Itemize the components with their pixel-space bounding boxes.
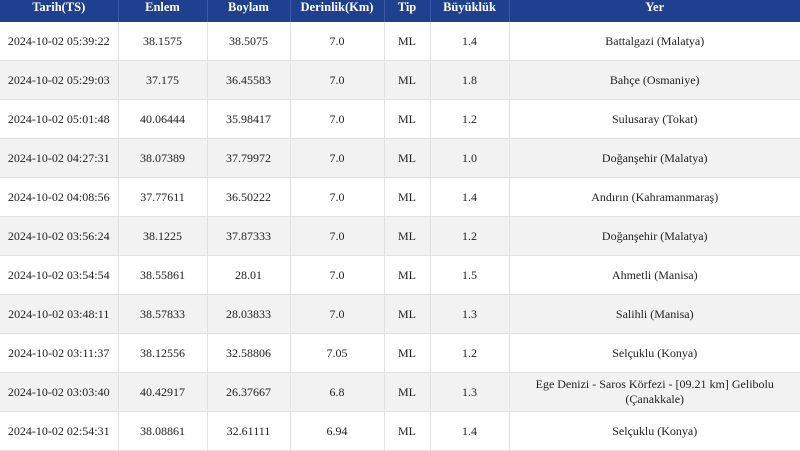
- date-cell: 2024-10-02 02:54:31: [0, 411, 119, 451]
- type-cell: ML: [384, 99, 431, 139]
- type-cell: ML: [384, 255, 431, 295]
- type-cell: ML: [384, 22, 431, 61]
- type-cell: ML: [384, 333, 431, 373]
- latitude-cell: 40.06444: [118, 99, 208, 139]
- latitude-cell: 38.1225: [118, 216, 208, 256]
- longitude-cell: 37.87333: [207, 216, 291, 256]
- location-cell: Salihli (Manisa): [509, 294, 800, 334]
- magnitude-cell: 1.2: [430, 216, 510, 256]
- depth-cell: 7.0: [290, 138, 385, 178]
- longitude-cell: 32.58806: [207, 333, 291, 373]
- location-cell: Doğanşehir (Malatya): [509, 138, 800, 178]
- column-header-boylam[interactable]: Boylam: [207, 0, 291, 22]
- magnitude-cell: 1.2: [430, 333, 510, 373]
- date-cell: 2024-10-02 04:27:31: [0, 138, 119, 178]
- longitude-cell: 32.61111: [207, 411, 291, 451]
- location-cell: Ege Denizi - Saros Körfezi - [09.21 km] …: [509, 372, 800, 412]
- table-row[interactable]: 2024-10-02 03:11:37 38.12556 32.58806 7.05 M…: [0, 333, 800, 373]
- date-cell: 2024-10-02 03:03:40: [0, 372, 119, 412]
- location-cell: Bahçe (Osmaniye): [509, 60, 800, 100]
- location-cell: Selçuklu (Konya): [509, 333, 800, 373]
- type-cell: ML: [384, 372, 431, 412]
- type-cell: ML: [384, 411, 431, 451]
- date-cell: 2024-10-02 04:08:56: [0, 177, 119, 217]
- longitude-cell: 37.79972: [207, 138, 291, 178]
- table-header-row: Tarih(TS) Enlem Boylam Derinlik(Km) Tip …: [0, 0, 800, 22]
- table-row[interactable]: 2024-10-02 03:56:24 38.1225 37.87333 7.0 ML 1…: [0, 216, 800, 256]
- column-header-yer[interactable]: Yer: [509, 0, 800, 22]
- latitude-cell: 38.12556: [118, 333, 208, 373]
- location-cell: Doğanşehir (Malatya): [509, 216, 800, 256]
- column-header-tip[interactable]: Tip: [384, 0, 431, 22]
- magnitude-cell: 1.3: [430, 372, 510, 412]
- depth-cell: 7.0: [290, 294, 385, 334]
- date-cell: 2024-10-02 05:29:03: [0, 60, 119, 100]
- date-cell: 2024-10-02 03:11:37: [0, 333, 119, 373]
- magnitude-cell: 1.4: [430, 177, 510, 217]
- depth-cell: 7.0: [290, 22, 385, 61]
- table-row[interactable]: 2024-10-02 05:01:48 40.06444 35.98417 7.0 ML…: [0, 99, 800, 139]
- location-cell: Battalgazi (Malatya): [509, 22, 800, 61]
- type-cell: ML: [384, 60, 431, 100]
- date-cell: 2024-10-02 03:56:24: [0, 216, 119, 256]
- depth-cell: 7.0: [290, 255, 385, 295]
- table-row[interactable]: 2024-10-02 05:29:03 37.175 36.45583 7.0 ML 1.…: [0, 60, 800, 100]
- longitude-cell: 28.03833: [207, 294, 291, 334]
- table-row[interactable]: 2024-10-02 04:27:31 38.07389 37.79972 7.0 ML…: [0, 138, 800, 178]
- date-cell: 2024-10-02 05:39:22: [0, 22, 119, 61]
- type-cell: ML: [384, 177, 431, 217]
- type-cell: ML: [384, 216, 431, 256]
- column-header-buyukluk[interactable]: Büyüklük: [430, 0, 510, 22]
- magnitude-cell: 1.4: [430, 411, 510, 451]
- depth-cell: 7.0: [290, 177, 385, 217]
- latitude-cell: 37.77611: [118, 177, 208, 217]
- longitude-cell: 36.50222: [207, 177, 291, 217]
- magnitude-cell: 1.2: [430, 99, 510, 139]
- latitude-cell: 38.07389: [118, 138, 208, 178]
- table-row[interactable]: 2024-10-02 03:54:54 38.55861 28.01 7.0 ML 1.5…: [0, 255, 800, 295]
- latitude-cell: 38.1575: [118, 22, 208, 61]
- depth-cell: 7.05: [290, 333, 385, 373]
- latitude-cell: 38.08861: [118, 411, 208, 451]
- longitude-cell: 38.5075: [207, 22, 291, 61]
- table-row[interactable]: 2024-10-02 03:03:40 40.42917 26.37667 6.8 ML…: [0, 372, 800, 412]
- column-header-enlem[interactable]: Enlem: [118, 0, 208, 22]
- date-cell: 2024-10-02 03:54:54: [0, 255, 119, 295]
- longitude-cell: 28.01: [207, 255, 291, 295]
- latitude-cell: 37.175: [118, 60, 208, 100]
- depth-cell: 7.0: [290, 99, 385, 139]
- depth-cell: 7.0: [290, 60, 385, 100]
- column-header-tarih[interactable]: Tarih(TS): [0, 0, 119, 22]
- depth-cell: 7.0: [290, 216, 385, 256]
- location-cell: Selçuklu (Konya): [509, 411, 800, 451]
- depth-cell: 6.8: [290, 372, 385, 412]
- location-cell: Ahmetli (Manisa): [509, 255, 800, 295]
- depth-cell: 6.94: [290, 411, 385, 451]
- latitude-cell: 38.57833: [118, 294, 208, 334]
- type-cell: ML: [384, 138, 431, 178]
- location-cell: Andırın (Kahramanmaraş): [509, 177, 800, 217]
- magnitude-cell: 1.5: [430, 255, 510, 295]
- magnitude-cell: 1.4: [430, 22, 510, 61]
- table-row[interactable]: 2024-10-02 04:08:56 37.77611 36.50222 7.0 ML…: [0, 177, 800, 217]
- longitude-cell: 26.37667: [207, 372, 291, 412]
- table-row[interactable]: 2024-10-02 05:39:22 38.1575 38.5075 7.0 ML 1.…: [0, 22, 800, 61]
- table-row[interactable]: 2024-10-02 02:54:31 38.08861 32.61111 6.94 M…: [0, 411, 800, 451]
- longitude-cell: 36.45583: [207, 60, 291, 100]
- table-row[interactable]: 2024-10-02 03:48:11 38.57833 28.03833 7.0 ML…: [0, 294, 800, 334]
- date-cell: 2024-10-02 03:48:11: [0, 294, 119, 334]
- magnitude-cell: 1.8: [430, 60, 510, 100]
- column-header-derinlik[interactable]: Derinlik(Km): [290, 0, 385, 22]
- date-cell: 2024-10-02 05:01:48: [0, 99, 119, 139]
- latitude-cell: 38.55861: [118, 255, 208, 295]
- latitude-cell: 40.42917: [118, 372, 208, 412]
- magnitude-cell: 1.3: [430, 294, 510, 334]
- longitude-cell: 35.98417: [207, 99, 291, 139]
- magnitude-cell: 1.0: [430, 138, 510, 178]
- type-cell: ML: [384, 294, 431, 334]
- location-cell: Sulusaray (Tokat): [509, 99, 800, 139]
